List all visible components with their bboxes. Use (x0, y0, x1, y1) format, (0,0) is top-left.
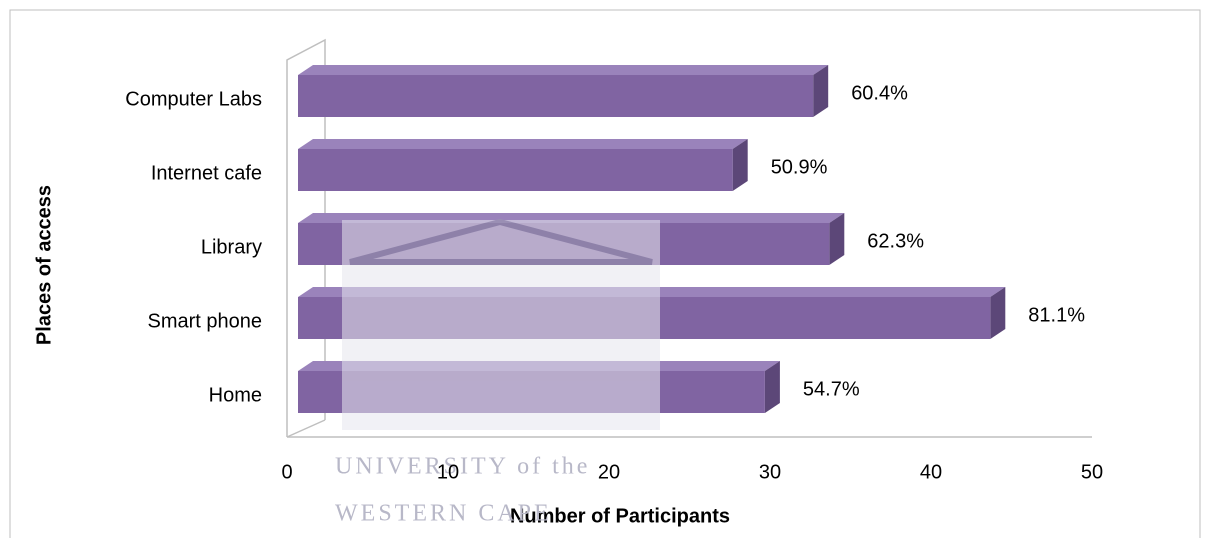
bar-front (298, 75, 814, 117)
y-tick-label: Computer Labs (125, 88, 262, 110)
bar-side (813, 65, 829, 117)
watermark-text: UNIVERSITY of the (335, 454, 590, 480)
y-tick-label: Library (201, 236, 262, 258)
x-tick-label: 10 (437, 461, 459, 483)
x-tick-label: 40 (920, 461, 942, 483)
x-tick-label: 0 (281, 461, 292, 483)
y-axis-title: Places of access (33, 185, 55, 345)
bar (298, 139, 748, 191)
watermark-backdrop (342, 220, 660, 430)
bar-side (732, 139, 748, 191)
watermark-text: WESTERN CAPE (335, 501, 552, 527)
data-label: 62.3% (867, 230, 924, 252)
x-tick-label: 20 (598, 461, 620, 483)
bar-top (298, 65, 829, 75)
bar-side (829, 213, 845, 265)
watermark-roof (349, 218, 653, 265)
bar-top (298, 139, 748, 149)
watermark (342, 218, 660, 430)
x-axis-title: Number of Participants (510, 505, 730, 527)
x-tick-label: 30 (759, 461, 781, 483)
bar-side (764, 361, 780, 413)
y-tick-label: Home (209, 384, 262, 406)
x-tick-label: 50 (1081, 461, 1103, 483)
y-tick-label: Internet cafe (151, 162, 262, 184)
bar-side (990, 287, 1006, 339)
data-label: 81.1% (1028, 304, 1085, 326)
bar-front (298, 149, 733, 191)
data-label: 54.7% (803, 378, 860, 400)
data-label: 60.4% (851, 82, 908, 104)
floor-edge (286, 419, 326, 438)
bar (298, 65, 829, 117)
y-tick-label: Smart phone (147, 310, 262, 332)
data-label: 50.9% (771, 156, 828, 178)
